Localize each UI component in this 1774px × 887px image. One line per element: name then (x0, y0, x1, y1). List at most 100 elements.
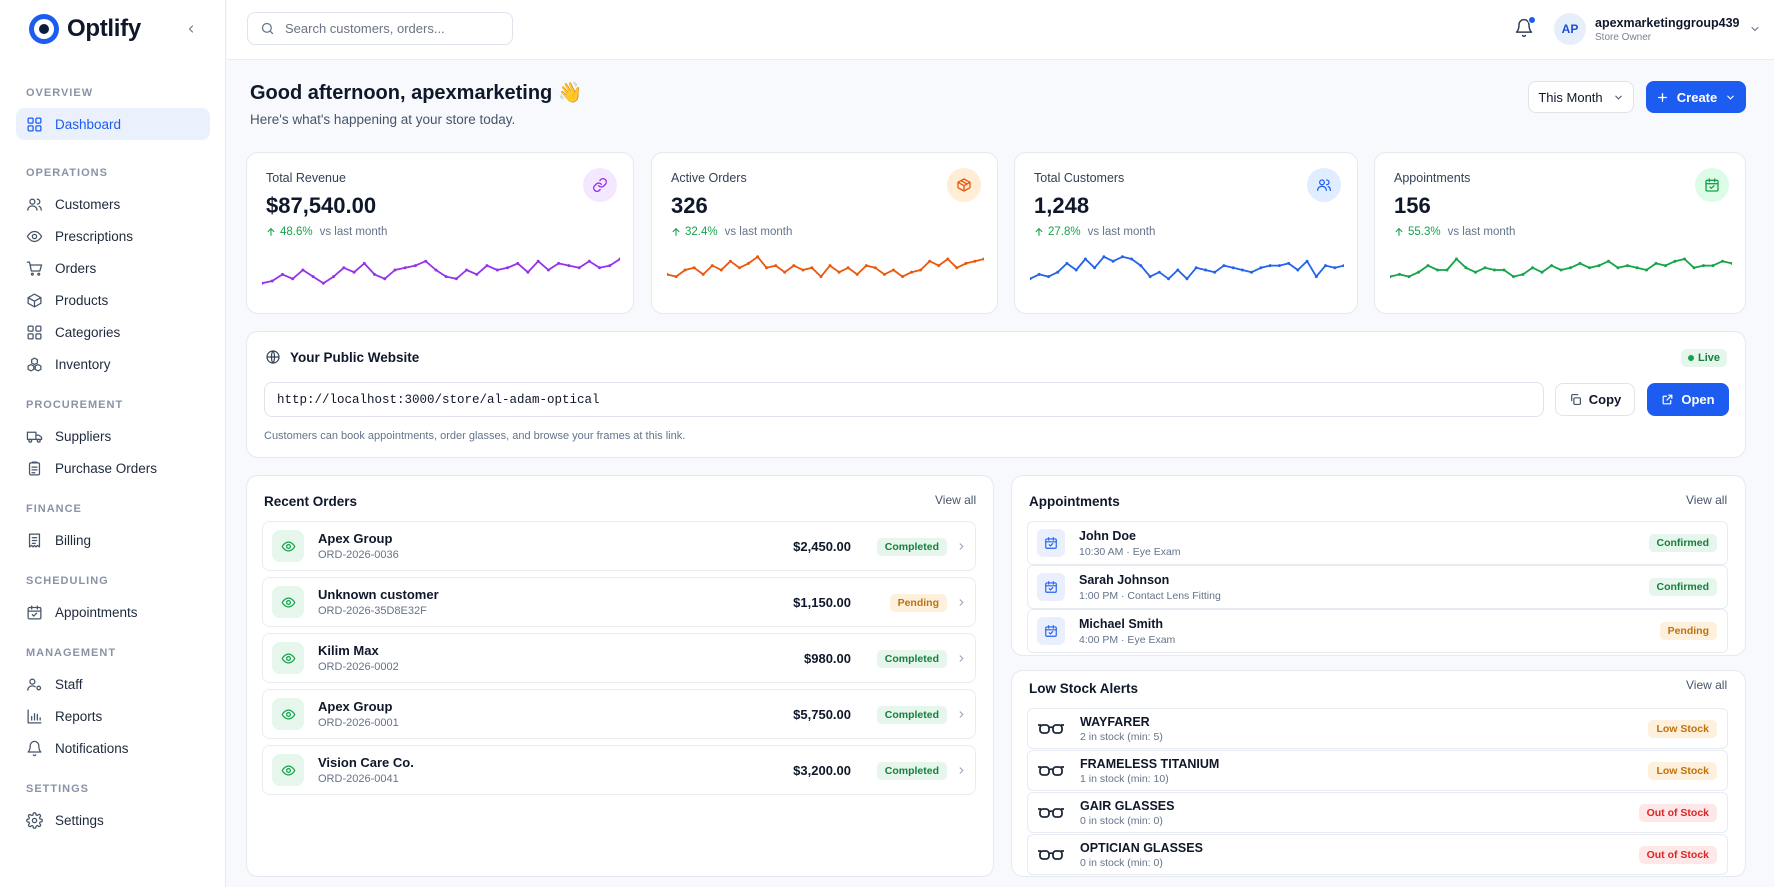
sparkline-point (973, 259, 977, 263)
sidebar-item-products[interactable]: Products (16, 284, 210, 316)
order-row[interactable]: Apex Group ORD-2026-0036 $2,450.00 Complete… (262, 521, 976, 571)
sparkline-point (262, 281, 264, 285)
order-row[interactable]: Vision Care Co. ORD-2026-0041 $3,200.00 Com… (262, 745, 976, 795)
eye-icon (281, 765, 295, 775)
plus-icon (1657, 92, 1667, 102)
create-button[interactable]: Create (1646, 81, 1746, 113)
sidebar-item-prescriptions[interactable]: Prescriptions (16, 220, 210, 252)
chevron-right-icon (959, 598, 964, 606)
sparkline-point (270, 279, 274, 283)
status-badge: Completed (876, 649, 947, 668)
arrow-up-icon (1035, 227, 1043, 236)
create-label: Create (1676, 89, 1718, 105)
sparkline-point (536, 259, 540, 263)
order-customer: Vision Care Co. (318, 755, 414, 770)
logo-eye-icon (29, 14, 59, 44)
eye-icon (281, 709, 295, 719)
sparkline-point (383, 277, 387, 281)
sidebar-item-purchase-orders[interactable]: Purchase Orders (16, 452, 210, 484)
sparkline-point (332, 275, 336, 279)
user-menu[interactable]: AP apexmarketinggroup439 Store Owner (1554, 13, 1761, 45)
open-button[interactable]: Open (1647, 383, 1729, 416)
appointment-row[interactable]: Michael Smith 4:00 PM · Eye Exam Pending (1027, 609, 1728, 653)
appointments-view-all-link[interactable]: View all (1686, 493, 1728, 507)
sparkline-point (946, 257, 950, 261)
sidebar-item-notifications[interactable]: Notifications (16, 732, 210, 764)
sidebar-item-appointments[interactable]: Appointments (16, 596, 210, 628)
sidebar-item-settings[interactable]: Settings (16, 804, 210, 836)
orders-view-all-link[interactable]: View all (935, 493, 977, 507)
stock-row[interactable]: FRAMELESS TITANIUM 1 in stock (min: 10) Lo… (1027, 750, 1728, 791)
sparkline-point (1578, 261, 1582, 265)
chevron-left-icon (188, 25, 194, 33)
sparkline-point (928, 259, 932, 263)
sparkline-point (1645, 268, 1648, 272)
sparkline-point (1521, 272, 1525, 276)
sidebar-item-staff[interactable]: Staff (16, 668, 210, 700)
sparkline-point (281, 272, 284, 276)
appointment-row[interactable]: John Doe 10:30 AM · Eye Exam Confirmed (1027, 521, 1728, 565)
sidebar-item-customers[interactable]: Customers (16, 188, 210, 220)
sparkline-point (756, 255, 760, 259)
appointment-detail: 10:30 AM · Eye Exam (1079, 545, 1181, 558)
sidebar-item-inventory[interactable]: Inventory (16, 348, 210, 380)
search-box[interactable] (247, 12, 513, 45)
sidebar-item-suppliers[interactable]: Suppliers (16, 420, 210, 452)
stock-row[interactable]: WAYFARER 2 in stock (min: 5) Low Stock (1027, 708, 1728, 749)
sidebar-item-label: Settings (55, 812, 104, 828)
order-row[interactable]: Unknown customer ORD-2026-35D8E32F $1,150.… (262, 577, 976, 627)
sparkline-point (1607, 259, 1610, 263)
calendar-icon (1045, 581, 1057, 593)
period-select[interactable]: This Month (1528, 81, 1634, 113)
sidebar-item-reports[interactable]: Reports (16, 700, 210, 732)
sparkline-point (819, 275, 823, 279)
sparkline-point (1692, 266, 1696, 270)
order-row[interactable]: Apex Group ORD-2026-0001 $5,750.00 Complete… (262, 689, 976, 739)
sidebar-item-categories[interactable]: Categories (16, 316, 210, 348)
stock-row[interactable]: GAIR GLASSES 0 in stock (min: 0) Out of St… (1027, 792, 1728, 833)
sidebar-item-label: Orders (55, 260, 97, 276)
collapse-sidebar-button[interactable] (182, 20, 200, 38)
stock-product: FRAMELESS TITANIUM (1080, 756, 1220, 771)
appointment-row[interactable]: Sarah Johnson 1:00 PM · Contact Lens Fitt… (1027, 565, 1728, 609)
sidebar-item-orders[interactable]: Orders (16, 252, 210, 284)
sparkline-chart (262, 257, 620, 285)
box-icon (27, 292, 42, 308)
order-row[interactable]: Kilim Max ORD-2026-0002 $980.00 Completed (262, 633, 976, 683)
sparkline-point (1139, 264, 1143, 268)
status-badge: Low Stock (1648, 761, 1717, 780)
sidebar: Optlify OVERVIEW Dashboard OPERATIONS Custo… (0, 0, 226, 887)
order-customer: Kilim Max (318, 643, 379, 658)
sparkline-point (1030, 277, 1032, 281)
appointment-icon-badge (1037, 617, 1065, 645)
copy-button[interactable]: Copy (1555, 383, 1635, 416)
app-logo[interactable]: Optlify (29, 14, 141, 44)
sparkline-point (1483, 266, 1487, 270)
recent-orders-card: Recent Orders View all Apex Group ORD-202… (246, 475, 994, 877)
sparkline-point (1250, 270, 1254, 274)
low-stock-view-all-link[interactable]: View all (1686, 678, 1728, 692)
sparkline-point (1445, 268, 1449, 272)
public-website-card: Your Public Website Live http://localhos… (246, 331, 1746, 458)
live-dot (1688, 355, 1694, 361)
link-icon (593, 178, 607, 192)
section-label: FINANCE (26, 503, 82, 515)
status-badge: Confirmed (1648, 534, 1717, 552)
sidebar-item-dashboard[interactable]: Dashboard (16, 108, 210, 140)
users-icon (27, 198, 42, 211)
sparkline-point (692, 266, 696, 270)
sparkline-point (1324, 264, 1327, 268)
notifications-button[interactable] (1514, 16, 1536, 40)
calendar-icon (1705, 178, 1719, 192)
sidebar-item-billing[interactable]: Billing (16, 524, 210, 556)
sparkline-point (1213, 270, 1217, 274)
stock-row[interactable]: OPTICIAN GLASSES 0 in stock (min: 0) Out o… (1027, 834, 1728, 875)
order-eye-badge (272, 754, 304, 786)
appointments-card: Appointments View all John Doe 10:30 AM ·… (1011, 475, 1746, 656)
website-url-field[interactable]: http://localhost:3000/store/al-adam-opti… (264, 382, 1544, 417)
sparkline-point (901, 275, 904, 279)
order-amount: $3,200.00 (793, 762, 851, 778)
search-input[interactable] (285, 21, 485, 36)
sparkline-point (828, 264, 832, 268)
sparkline-point (719, 268, 723, 272)
